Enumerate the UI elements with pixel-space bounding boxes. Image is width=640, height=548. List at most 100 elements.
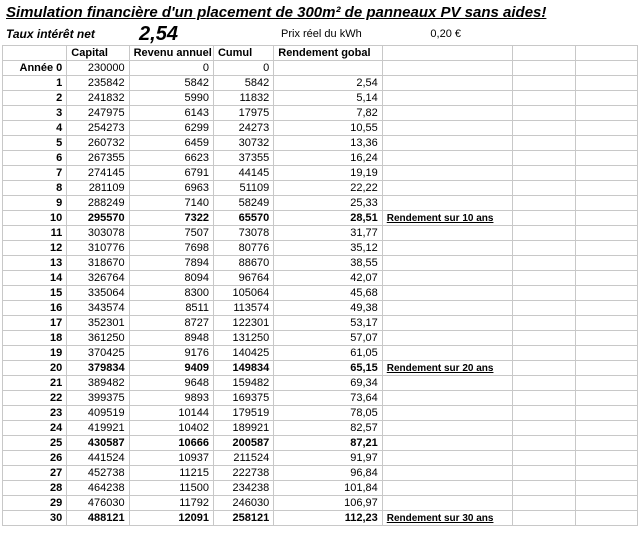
cell-extra2 bbox=[575, 76, 637, 91]
table-row: 254305871066620058787,21 bbox=[3, 436, 638, 451]
table-row: 1130307875077307831,77 bbox=[3, 226, 638, 241]
cell-revenu: 7507 bbox=[129, 226, 213, 241]
cell-extra1 bbox=[513, 391, 575, 406]
cell-year: 14 bbox=[3, 271, 67, 286]
cell-rendement: 57,07 bbox=[274, 331, 383, 346]
prix-label: Prix réel du kWh bbox=[281, 28, 401, 40]
cell-cumul: 51109 bbox=[213, 181, 273, 196]
cell-capital: 260732 bbox=[67, 136, 129, 151]
cell-capital: 267355 bbox=[67, 151, 129, 166]
cell-revenu: 11792 bbox=[129, 496, 213, 511]
cell-year: 27 bbox=[3, 466, 67, 481]
cell-cumul: 169375 bbox=[213, 391, 273, 406]
cell-cumul: 96764 bbox=[213, 271, 273, 286]
cell-extra2 bbox=[575, 511, 637, 526]
cell-cumul: 200587 bbox=[213, 436, 273, 451]
cell-extra1 bbox=[513, 91, 575, 106]
cell-capital: 318670 bbox=[67, 256, 129, 271]
cell-extra2 bbox=[575, 436, 637, 451]
cell-capital: 352301 bbox=[67, 316, 129, 331]
cell-year: 23 bbox=[3, 406, 67, 421]
cell-extra2 bbox=[575, 121, 637, 136]
cell-extra1 bbox=[513, 301, 575, 316]
cell-revenu: 8511 bbox=[129, 301, 213, 316]
cell-rendement: 38,55 bbox=[274, 256, 383, 271]
cell-cumul: 234238 bbox=[213, 481, 273, 496]
cell-note bbox=[382, 241, 513, 256]
cell-rendement: 73,64 bbox=[274, 391, 383, 406]
cell-note: Rendement sur 10 ans bbox=[382, 211, 513, 226]
cell-rendement: 13,36 bbox=[274, 136, 383, 151]
cell-extra1 bbox=[513, 481, 575, 496]
cell-year: 1 bbox=[3, 76, 67, 91]
table-row: 828110969635110922,22 bbox=[3, 181, 638, 196]
cell-extra1 bbox=[513, 136, 575, 151]
table-row: 22418325990118325,14 bbox=[3, 91, 638, 106]
cell-extra2 bbox=[575, 181, 637, 196]
cell-extra2 bbox=[575, 481, 637, 496]
cell-capital: 295570 bbox=[67, 211, 129, 226]
cell-revenu: 8948 bbox=[129, 331, 213, 346]
cell-cumul: 44145 bbox=[213, 166, 273, 181]
cell-note bbox=[382, 406, 513, 421]
cell-rendement: 25,33 bbox=[274, 196, 383, 211]
cell-capital: 241832 bbox=[67, 91, 129, 106]
col-header-capital: Capital bbox=[67, 46, 129, 61]
table-row: 2947603011792246030106,97 bbox=[3, 496, 638, 511]
table-row: 1331867078948867038,55 bbox=[3, 256, 638, 271]
cell-revenu: 8094 bbox=[129, 271, 213, 286]
col-header-year bbox=[3, 46, 67, 61]
cell-cumul: 0 bbox=[213, 61, 273, 76]
cell-extra2 bbox=[575, 226, 637, 241]
cell-capital: 254273 bbox=[67, 121, 129, 136]
cell-note bbox=[382, 151, 513, 166]
cell-year: 6 bbox=[3, 151, 67, 166]
table-row: 2846423811500234238101,84 bbox=[3, 481, 638, 496]
table-row: 1029557073226557028,51Rendement sur 10 a… bbox=[3, 211, 638, 226]
table-row: 928824971405824925,33 bbox=[3, 196, 638, 211]
cell-extra1 bbox=[513, 106, 575, 121]
cell-rendement: 16,24 bbox=[274, 151, 383, 166]
cell-cumul: 105064 bbox=[213, 286, 273, 301]
page-title: Simulation financière d'un placement de … bbox=[2, 2, 638, 23]
cell-extra2 bbox=[575, 361, 637, 376]
cell-capital: 281109 bbox=[67, 181, 129, 196]
cell-cumul: 37355 bbox=[213, 151, 273, 166]
cell-revenu: 8727 bbox=[129, 316, 213, 331]
cell-cumul: 80776 bbox=[213, 241, 273, 256]
cell-extra1 bbox=[513, 211, 575, 226]
table-row: 1235842584258422,54 bbox=[3, 76, 638, 91]
cell-cumul: 5842 bbox=[213, 76, 273, 91]
cell-extra1 bbox=[513, 76, 575, 91]
cell-note bbox=[382, 226, 513, 241]
cell-extra1 bbox=[513, 196, 575, 211]
cell-revenu: 6791 bbox=[129, 166, 213, 181]
cell-extra1 bbox=[513, 151, 575, 166]
cell-rendement: 82,57 bbox=[274, 421, 383, 436]
cell-rendement: 49,38 bbox=[274, 301, 383, 316]
cell-revenu: 7322 bbox=[129, 211, 213, 226]
cell-rendement: 101,84 bbox=[274, 481, 383, 496]
cell-year: Année 0 bbox=[3, 61, 67, 76]
cell-capital: 247975 bbox=[67, 106, 129, 121]
cell-cumul: 11832 bbox=[213, 91, 273, 106]
cell-note bbox=[382, 391, 513, 406]
cell-revenu: 6623 bbox=[129, 151, 213, 166]
cell-note bbox=[382, 286, 513, 301]
cell-cumul: 149834 bbox=[213, 361, 273, 376]
cell-capital: 274145 bbox=[67, 166, 129, 181]
cell-capital: 488121 bbox=[67, 511, 129, 526]
cell-extra1 bbox=[513, 61, 575, 76]
cell-extra2 bbox=[575, 331, 637, 346]
cell-revenu: 10144 bbox=[129, 406, 213, 421]
cell-cumul: 211524 bbox=[213, 451, 273, 466]
cell-cumul: 17975 bbox=[213, 106, 273, 121]
cell-note bbox=[382, 346, 513, 361]
cell-capital: 343574 bbox=[67, 301, 129, 316]
cell-cumul: 30732 bbox=[213, 136, 273, 151]
cell-capital: 230000 bbox=[67, 61, 129, 76]
cell-rendement: 22,22 bbox=[274, 181, 383, 196]
col-header-note bbox=[382, 46, 513, 61]
cell-rendement: 61,05 bbox=[274, 346, 383, 361]
cell-revenu: 12091 bbox=[129, 511, 213, 526]
